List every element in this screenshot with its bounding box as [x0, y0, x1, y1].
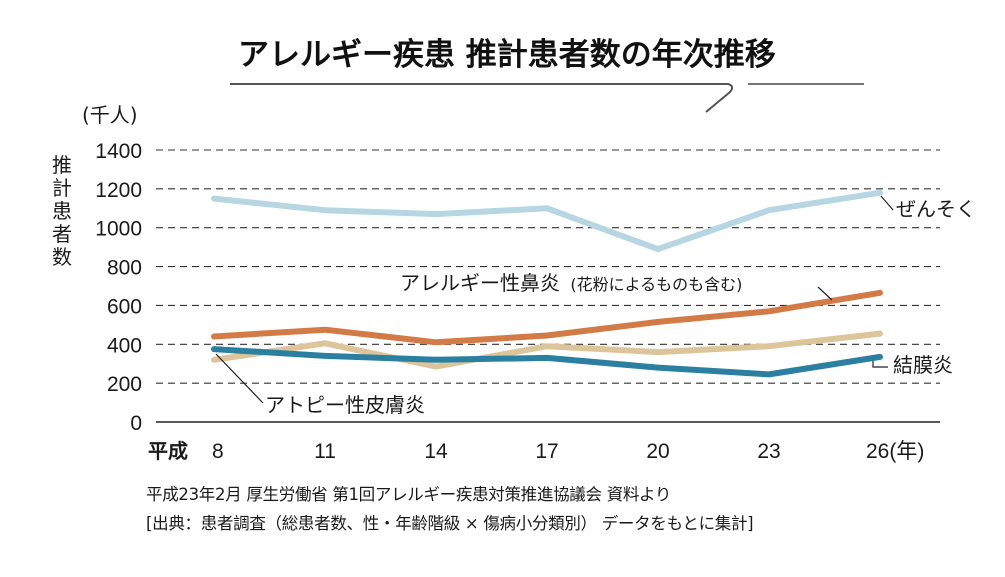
y-tick-label: 1200 [95, 179, 142, 202]
x-tick-label: 26(年) [866, 440, 924, 463]
source-line-1: 平成23年2月 厚生労働省 第1回アレルギー疾患対策推進協議会 資料より [146, 485, 672, 504]
y-tick-label: 0 [130, 412, 142, 435]
y-label-char: 数 [52, 245, 72, 269]
y-tick-labels: 0 200 400 600 800 1000 1200 1400 [95, 140, 142, 435]
y-axis-label: 推計患者数 [52, 153, 72, 269]
chart-title: アレルギー疾患 推計患者数の年次推移 [238, 37, 776, 73]
label-rhinitis-main: アレルギー性鼻炎 [400, 271, 560, 295]
series-line-3 [211, 346, 883, 378]
label-atopic: アトピー性皮膚炎 [265, 393, 425, 417]
series-line-0 [211, 189, 883, 253]
y-tick-label: 800 [107, 257, 142, 280]
era-label: 平成 [148, 439, 188, 463]
leader-conjunctivitis [872, 361, 888, 368]
x-tick-label: 8 [212, 440, 224, 463]
x-tick-label: 11 [314, 440, 336, 463]
x-tick-label: 20 [646, 440, 669, 463]
y-tick-label: 400 [107, 334, 142, 357]
series-lines [211, 189, 883, 378]
y-tick-label: 1400 [95, 140, 142, 163]
y-label-char: 者 [52, 222, 72, 246]
leader-zensoku [880, 195, 894, 211]
y-tick-label: 600 [107, 295, 142, 318]
x-tick-labels: 8 11 14 17 20 23 26(年) [212, 440, 924, 463]
y-tick-label: 200 [107, 373, 142, 396]
y-label-char: 計 [52, 176, 72, 200]
series-line-2 [211, 330, 883, 370]
unit-label: (千人) [82, 103, 138, 127]
source-line-2: [出典：患者調査（総患者数、性・年齢階級 × 傷病小分類別） データをもとに集計… [146, 514, 754, 533]
x-tick-label: 23 [757, 440, 780, 463]
label-rhinitis-note: (花粉によるものも含む) [570, 275, 742, 294]
y-label-char: 患 [52, 199, 72, 223]
leader-atopic [215, 353, 264, 404]
x-tick-label: 17 [535, 440, 558, 463]
series-line-1 [211, 289, 883, 346]
y-label-char: 推 [52, 153, 72, 177]
label-zensoku: ぜんそく [896, 197, 976, 221]
y-tick-label: 1000 [95, 218, 142, 241]
leader-rhinitis [817, 286, 833, 301]
x-tick-label: 14 [424, 440, 448, 463]
label-conjunctivitis: 結膜炎 [893, 353, 953, 377]
title-underline [230, 83, 734, 113]
label-rhinitis: アレルギー性鼻炎 (花粉によるものも含む) [400, 271, 742, 295]
